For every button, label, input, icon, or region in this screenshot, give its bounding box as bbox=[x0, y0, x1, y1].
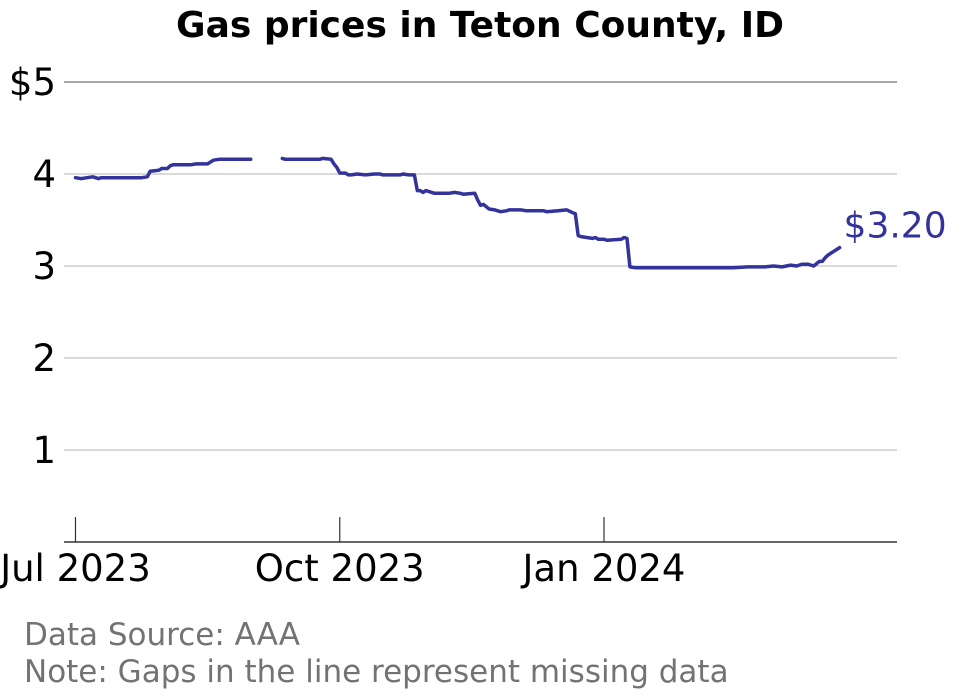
data-source-note: Data Source: AAA bbox=[24, 617, 300, 653]
latest-price-label: $3.20 bbox=[844, 206, 947, 247]
y-tick-label: 4 bbox=[32, 153, 56, 196]
price-line-segment bbox=[280, 156, 842, 270]
x-tick-label: Oct 2023 bbox=[255, 547, 425, 590]
grid-lines bbox=[64, 81, 897, 451]
missing-data-note: Note: Gaps in the line represent missing… bbox=[24, 654, 729, 690]
labels: 1 2 3 4 $5 Jul 2023 Oct 2023 Jan 2024 $3.20 bbox=[0, 61, 947, 590]
axes bbox=[64, 517, 897, 543]
price-line-segment bbox=[73, 157, 253, 181]
x-tick-label: Jan 2024 bbox=[521, 547, 686, 590]
y-tick-label: 3 bbox=[32, 245, 56, 288]
y-tick-label: 1 bbox=[32, 429, 56, 472]
chart-title: Gas prices in Teton County, ID bbox=[176, 5, 784, 46]
y-tick-label: 2 bbox=[32, 337, 56, 380]
price-line bbox=[73, 156, 842, 270]
x-tick-label: Jul 2023 bbox=[0, 547, 151, 590]
y-tick-label: $5 bbox=[9, 61, 56, 104]
